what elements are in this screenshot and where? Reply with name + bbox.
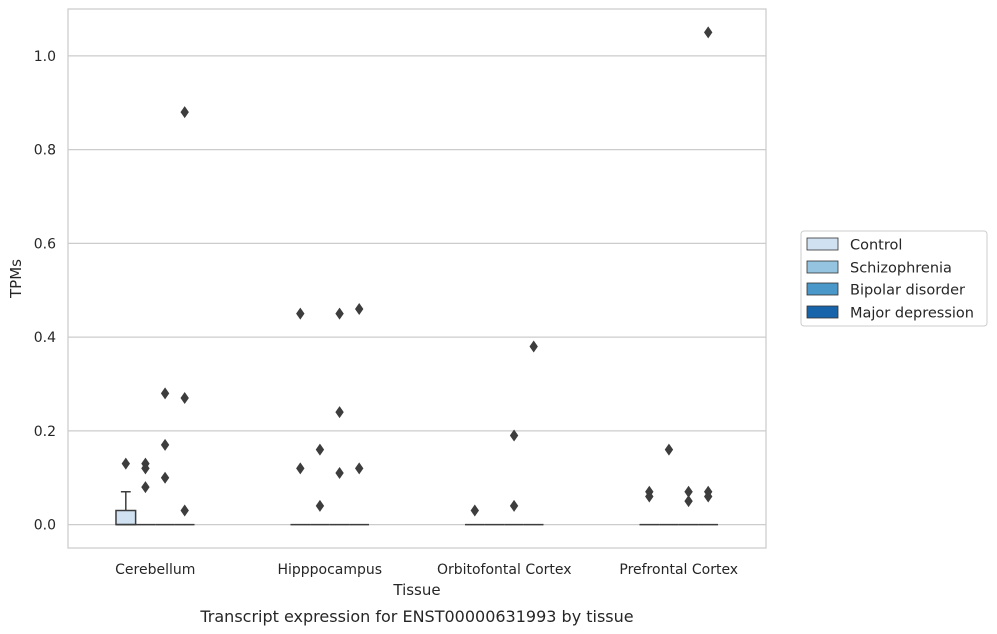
x-axis-label: Tissue bbox=[392, 581, 440, 599]
outlier-point bbox=[180, 504, 189, 517]
box-orbitofontal-cortex-control bbox=[464, 504, 485, 526]
outlier-point bbox=[121, 457, 131, 470]
outlier-point bbox=[180, 106, 189, 119]
outlier-point bbox=[180, 392, 189, 405]
y-tick-label: 1.0 bbox=[34, 49, 56, 65]
outlier-point bbox=[141, 481, 150, 494]
outlier-point bbox=[684, 495, 693, 508]
outlier-point bbox=[645, 490, 654, 503]
x-tick-label-hipppocampus: Hipppocampus bbox=[277, 562, 382, 578]
box-body bbox=[115, 509, 137, 526]
outlier-point bbox=[354, 462, 364, 475]
outlier-point bbox=[509, 499, 519, 512]
chart-caption: Transcript expression for ENST0000063199… bbox=[199, 607, 633, 626]
outlier-point bbox=[664, 443, 674, 456]
legend: Control Schizophrenia Bipolar disorder M… bbox=[800, 230, 988, 327]
x-tick-label-prefrontal-cortex: Prefrontal Cortex bbox=[619, 562, 738, 578]
outlier-point bbox=[315, 499, 325, 512]
outlier-point bbox=[335, 307, 344, 320]
outlier-point bbox=[296, 462, 305, 475]
plot-area bbox=[68, 9, 766, 548]
box-orbitofontal-cortex-bipolar-disorder bbox=[504, 429, 524, 526]
y-tick-label: 0.0 bbox=[34, 518, 56, 534]
legend-label-schizophrenia: Schizophrenia bbox=[850, 261, 952, 277]
box-cerebellum-control bbox=[115, 457, 137, 526]
legend-label-control: Control bbox=[850, 238, 902, 254]
y-tick-label: 0.2 bbox=[34, 424, 56, 440]
legend-swatch-major-depression bbox=[806, 305, 839, 319]
legend-label-bipolar-disorder: Bipolar disorder bbox=[850, 283, 965, 299]
y-tick-label: 0.4 bbox=[34, 330, 56, 346]
box-hipppocampus-schizophrenia bbox=[310, 443, 330, 526]
outlier-point bbox=[160, 471, 170, 484]
box-prefrontal-cortex-schizophrenia bbox=[659, 443, 679, 526]
plot-frame bbox=[67, 8, 767, 549]
outlier-point bbox=[529, 340, 538, 353]
outlier-point bbox=[354, 302, 364, 315]
y-tick-label: 0.8 bbox=[34, 143, 56, 159]
legend-label-major-depression: Major depression bbox=[850, 306, 974, 322]
legend-swatch-control bbox=[806, 237, 839, 251]
box-cerebellum-bipolar-disorder bbox=[155, 387, 175, 526]
outlier-point bbox=[335, 406, 344, 419]
x-tick-labels: Cerebellum Hipppocampus Orbitofontal Corte… bbox=[115, 562, 738, 578]
outlier-point bbox=[335, 467, 344, 480]
x-tick-label-orbitofontal-cortex: Orbitofontal Cortex bbox=[437, 562, 572, 578]
outlier-point bbox=[703, 490, 713, 503]
legend-frame bbox=[800, 230, 988, 327]
outlier-point bbox=[509, 429, 519, 442]
box-marks bbox=[115, 26, 719, 526]
y-tick-label: 0.6 bbox=[34, 236, 56, 252]
outlier-point bbox=[296, 307, 305, 320]
box-cerebellum-major-depression bbox=[174, 106, 195, 526]
box-cerebellum-schizophrenia bbox=[135, 457, 156, 526]
outlier-point bbox=[470, 504, 480, 517]
box-hipppocampus-control bbox=[290, 307, 311, 526]
outlier-point bbox=[315, 443, 325, 456]
outlier-point bbox=[141, 462, 150, 475]
box-hipppocampus-bipolar-disorder bbox=[329, 307, 350, 526]
x-tick-label-cerebellum: Cerebellum bbox=[115, 562, 195, 578]
legend-swatch-schizophrenia bbox=[806, 260, 839, 274]
outlier-point bbox=[160, 387, 170, 400]
y-tick-labels: 0.0 0.2 0.4 0.6 0.8 1.0 bbox=[34, 49, 56, 534]
outlier-point bbox=[160, 438, 170, 451]
box-hipppocampus-major-depression bbox=[349, 302, 370, 526]
box-orbitofontal-cortex-major-depression bbox=[523, 340, 544, 526]
box-prefrontal-cortex-major-depression bbox=[698, 26, 719, 526]
box-prefrontal-cortex-bipolar-disorder bbox=[678, 485, 699, 526]
outlier-point bbox=[684, 485, 693, 498]
legend-swatch-bipolar-disorder bbox=[806, 282, 839, 296]
outlier-point bbox=[703, 26, 713, 39]
y-axis-label: TPMs bbox=[7, 259, 25, 299]
box-prefrontal-cortex-control bbox=[639, 485, 660, 526]
